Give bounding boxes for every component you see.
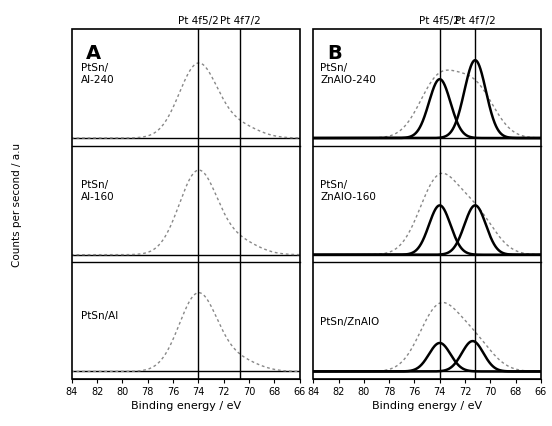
Text: PtSn/ZnAlO: PtSn/ZnAlO [320, 316, 379, 326]
Text: Pt 4f7/2: Pt 4f7/2 [455, 16, 496, 26]
Text: PtSn/
ZnAlO-240: PtSn/ ZnAlO-240 [320, 63, 376, 85]
Text: Pt 4f5/2: Pt 4f5/2 [178, 16, 219, 26]
Text: PtSn/
Al-160: PtSn/ Al-160 [81, 180, 114, 201]
Text: A: A [86, 44, 100, 63]
Text: B: B [327, 44, 342, 63]
Text: Counts per second / a.u: Counts per second / a.u [12, 143, 22, 266]
Text: PtSn/Al: PtSn/Al [81, 310, 118, 320]
Text: Pt 4f7/2: Pt 4f7/2 [220, 16, 261, 26]
Text: Pt 4f5/2: Pt 4f5/2 [420, 16, 460, 26]
Text: PtSn/
ZnAlO-160: PtSn/ ZnAlO-160 [320, 180, 376, 201]
Text: PtSn/
Al-240: PtSn/ Al-240 [81, 63, 114, 85]
X-axis label: Binding energy / eV: Binding energy / eV [372, 400, 482, 410]
X-axis label: Binding energy / eV: Binding energy / eV [131, 400, 241, 410]
